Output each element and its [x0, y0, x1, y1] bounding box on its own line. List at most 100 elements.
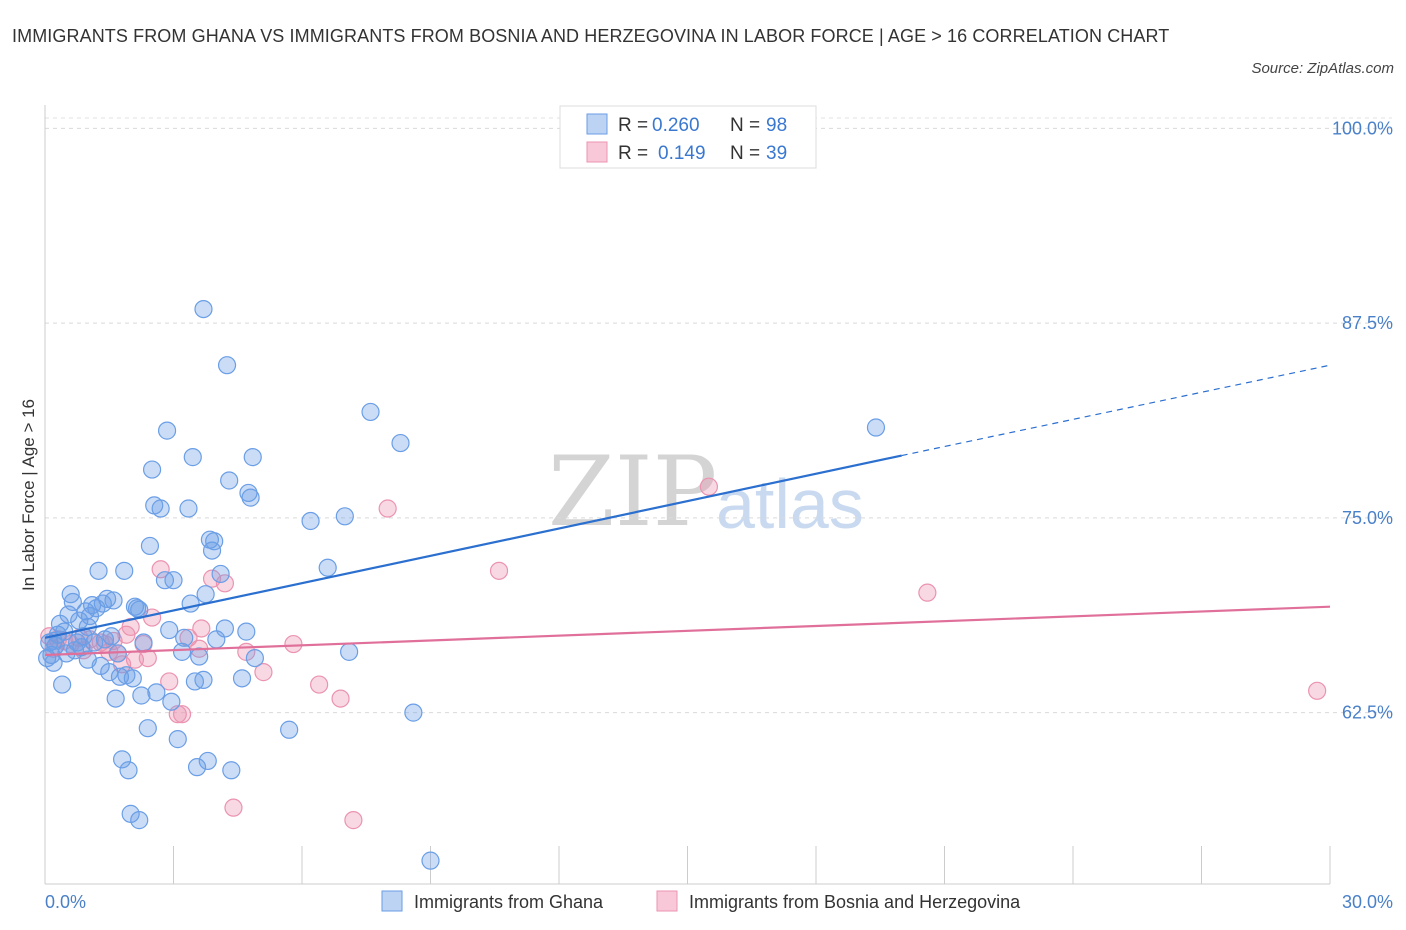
ghana-point — [74, 627, 93, 646]
bosnia-point — [489, 561, 509, 580]
bottom-legend-swatch-ghana — [381, 890, 403, 912]
ghana-point — [142, 460, 162, 479]
ghana-point — [220, 471, 239, 490]
bosnia-point — [699, 477, 719, 496]
ghana-trend-extension — [901, 364, 1331, 457]
ghana-point — [138, 719, 157, 738]
x-tick-label-max: 30.0% — [1342, 892, 1393, 912]
ghana-point — [106, 689, 125, 708]
ghana-point — [241, 488, 260, 507]
ghana-point — [134, 633, 153, 652]
ghana-point — [222, 761, 241, 780]
legend-swatch-ghana — [586, 113, 608, 135]
ghana-point — [217, 356, 237, 375]
ghana-point — [404, 703, 423, 722]
ghana-point — [215, 619, 234, 638]
ghana-point — [168, 730, 187, 749]
ghana-point — [98, 589, 117, 608]
watermark-atlas: atlas — [716, 465, 864, 543]
trend-lines — [44, 364, 1331, 657]
ghana-point — [194, 299, 213, 319]
ghana-point — [243, 448, 262, 467]
y-tick-label: 62.5% — [1342, 703, 1393, 723]
legend-r-label-ghana: R = — [618, 115, 648, 136]
ghana-points — [38, 299, 886, 870]
ghana-point — [318, 558, 337, 577]
bosnia-points — [40, 477, 1327, 830]
bosnia-point — [224, 798, 243, 817]
bosnia-point — [310, 675, 329, 694]
ghana-point — [102, 627, 121, 646]
bosnia-point — [331, 689, 350, 708]
ghana-point — [340, 642, 359, 661]
y-tick-label: 100.0% — [1332, 118, 1393, 138]
chart-title: IMMIGRANTS FROM GHANA VS IMMIGRANTS FROM… — [12, 26, 1170, 46]
ghana-point — [421, 851, 440, 870]
bosnia-point — [918, 583, 937, 602]
legend-r-value-bosnia: 0.149 — [658, 143, 706, 164]
ghana-point — [194, 670, 213, 690]
ghana-point — [157, 421, 177, 440]
ghana-point — [151, 499, 170, 518]
ghana-point — [140, 536, 160, 556]
ghana-point — [181, 594, 200, 613]
ghana-point — [196, 585, 215, 604]
bosnia-point — [192, 619, 211, 638]
ghana-point — [172, 642, 192, 661]
y-axis-title: In Labor Force | Age > 16 — [19, 399, 38, 591]
ghana-point — [104, 591, 123, 610]
bosnia-point — [172, 705, 192, 724]
ghana-point — [130, 811, 149, 830]
bottom-legend: Immigrants from Ghana Immigrants from Bo… — [381, 890, 1021, 912]
watermark-zip: ZIP — [548, 436, 717, 548]
y-tick-labels: 62.5% 75.0% 87.5% 100.0% — [1332, 118, 1393, 722]
ghana-point — [211, 564, 230, 584]
ghana-point — [179, 499, 198, 518]
ghana-point — [112, 750, 132, 769]
legend-r-value-ghana: 0.260 — [652, 115, 700, 136]
ghana-point — [280, 720, 299, 739]
ghana-point — [119, 761, 138, 780]
x-ticks — [44, 846, 1331, 884]
source-label: Source: ZipAtlas.com — [1251, 60, 1394, 77]
bosnia-point — [1308, 681, 1327, 700]
ghana-point — [866, 418, 886, 437]
ghana-point — [100, 663, 119, 682]
ghana-point — [205, 532, 224, 551]
ghana-point — [162, 692, 181, 711]
legend-n-label-ghana: N = — [730, 115, 760, 136]
x-tick-label-min: 0.0% — [45, 892, 86, 912]
bottom-legend-label-bosnia: Immigrants from Bosnia and Herzegovina — [689, 892, 1021, 912]
ghana-point — [89, 561, 108, 580]
ghana-point — [85, 633, 104, 652]
ghana-point — [237, 622, 256, 641]
ghana-point — [132, 686, 151, 705]
ghana-point — [239, 483, 258, 503]
bosnia-point — [160, 672, 179, 691]
bosnia-point — [215, 574, 234, 593]
legend-n-value-ghana: 98 — [766, 115, 787, 136]
ghana-point — [183, 448, 202, 467]
ghana-point — [301, 511, 320, 531]
ghana-point — [187, 758, 207, 777]
ghana-point — [53, 675, 72, 694]
legend-r-label-bosnia: R = — [618, 143, 648, 164]
ghana-point — [391, 433, 410, 453]
bottom-legend-swatch-bosnia — [656, 890, 678, 912]
ghana-point — [63, 592, 82, 612]
ghana-point — [190, 647, 209, 666]
y-tick-label: 75.0% — [1342, 508, 1393, 528]
legend-box: R = 0.260 N = 98 R = 0.149 N = 39 — [559, 105, 817, 169]
ghana-point — [198, 751, 217, 771]
legend-n-label-bosnia: N = — [730, 143, 760, 164]
ghana-point — [115, 561, 134, 580]
bosnia-point — [284, 634, 303, 654]
bosnia-point — [151, 560, 170, 579]
ghana-point — [175, 628, 194, 647]
bosnia-point — [121, 617, 140, 637]
ghana-point — [38, 648, 57, 668]
y-tick-label: 87.5% — [1342, 313, 1393, 333]
ghana-trend-line — [44, 454, 902, 639]
ghana-point — [147, 683, 166, 702]
